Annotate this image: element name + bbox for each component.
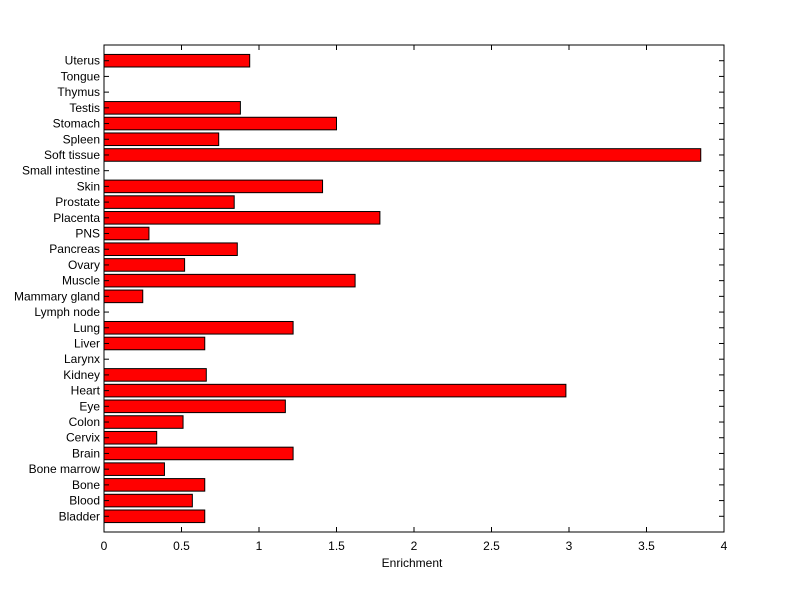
bar-heart bbox=[103, 383, 567, 398]
y-tick-label: Brain bbox=[72, 446, 100, 460]
y-tick-label: Bladder bbox=[59, 509, 100, 523]
bar-muscle bbox=[103, 273, 356, 288]
bar-stomach bbox=[103, 116, 337, 131]
y-tick-label: Muscle bbox=[62, 274, 100, 288]
y-tick-label: Heart bbox=[71, 384, 101, 398]
x-tick-label: 3 bbox=[566, 539, 573, 553]
bar-testis bbox=[103, 101, 241, 115]
bar-lung bbox=[103, 320, 294, 335]
y-tick-label: Small intestine bbox=[22, 164, 100, 178]
y-tick-label: Eye bbox=[79, 399, 100, 413]
y-tick-label: Bone marrow bbox=[29, 462, 101, 476]
x-tick-label: 2 bbox=[411, 539, 418, 553]
bars bbox=[103, 53, 702, 524]
bar-kidney bbox=[103, 368, 207, 382]
x-tick-label: 1 bbox=[256, 539, 263, 553]
bar-cervix bbox=[103, 430, 158, 445]
bar-brain bbox=[103, 446, 294, 461]
y-tick-label: Colon bbox=[69, 415, 100, 429]
y-tick-label: Cervix bbox=[66, 431, 100, 445]
y-tick-label: Kidney bbox=[63, 368, 100, 382]
y-tick-label: Stomach bbox=[53, 117, 100, 131]
x-tick-label: 3.5 bbox=[638, 539, 655, 553]
bar-colon bbox=[103, 415, 184, 429]
y-tick-label: Larynx bbox=[64, 352, 100, 366]
x-tick-label: 4 bbox=[721, 539, 728, 553]
y-tick-label: Soft tissue bbox=[44, 148, 100, 162]
x-tick-label: 1.5 bbox=[328, 539, 345, 553]
y-tick-label: Blood bbox=[69, 494, 100, 508]
bar-bone-marrow bbox=[103, 462, 165, 476]
bar-skin bbox=[103, 179, 324, 194]
bar-soft-tissue bbox=[103, 148, 702, 162]
x-tick-label: 0.5 bbox=[173, 539, 190, 553]
x-axis-label: Enrichment bbox=[382, 556, 443, 570]
y-tick-label: Thymus bbox=[57, 85, 100, 99]
y-tick-label: Mammary gland bbox=[14, 289, 100, 303]
y-tick-label: PNS bbox=[75, 227, 100, 241]
y-tick-label: Ovary bbox=[68, 258, 100, 272]
bar-eye bbox=[103, 399, 286, 414]
bar-prostate bbox=[103, 195, 235, 209]
y-tick-label: Skin bbox=[77, 179, 100, 193]
y-tick-label: Lung bbox=[73, 321, 100, 335]
bar-pancreas bbox=[103, 242, 238, 257]
bar-mammary-gland bbox=[103, 289, 144, 304]
bar-uterus bbox=[103, 53, 251, 68]
y-tick-label: Testis bbox=[69, 101, 100, 115]
y-tick-label: Tongue bbox=[61, 69, 101, 83]
bar-blood bbox=[103, 493, 193, 508]
y-tick-label: Prostate bbox=[55, 195, 100, 209]
y-tick-label: Lymph node bbox=[34, 305, 100, 319]
y-tick-label: Uterus bbox=[65, 54, 100, 68]
x-tick-label: 0 bbox=[101, 539, 108, 553]
bar-bone bbox=[103, 478, 206, 492]
bar-ovary bbox=[103, 258, 186, 272]
bar-placenta bbox=[103, 211, 381, 225]
y-tick-label: Liver bbox=[74, 336, 100, 350]
y-tick-label: Pancreas bbox=[49, 242, 100, 256]
y-tick-label: Spleen bbox=[63, 132, 100, 146]
y-tick-label: Bone bbox=[72, 478, 100, 492]
x-tick-label: 2.5 bbox=[483, 539, 500, 553]
y-tick-label: Placenta bbox=[53, 211, 100, 225]
bar-liver bbox=[103, 336, 206, 351]
bar-bladder bbox=[103, 509, 206, 524]
ticks bbox=[103, 45, 725, 532]
bar-spleen bbox=[103, 132, 220, 147]
bar-pns bbox=[103, 226, 150, 241]
